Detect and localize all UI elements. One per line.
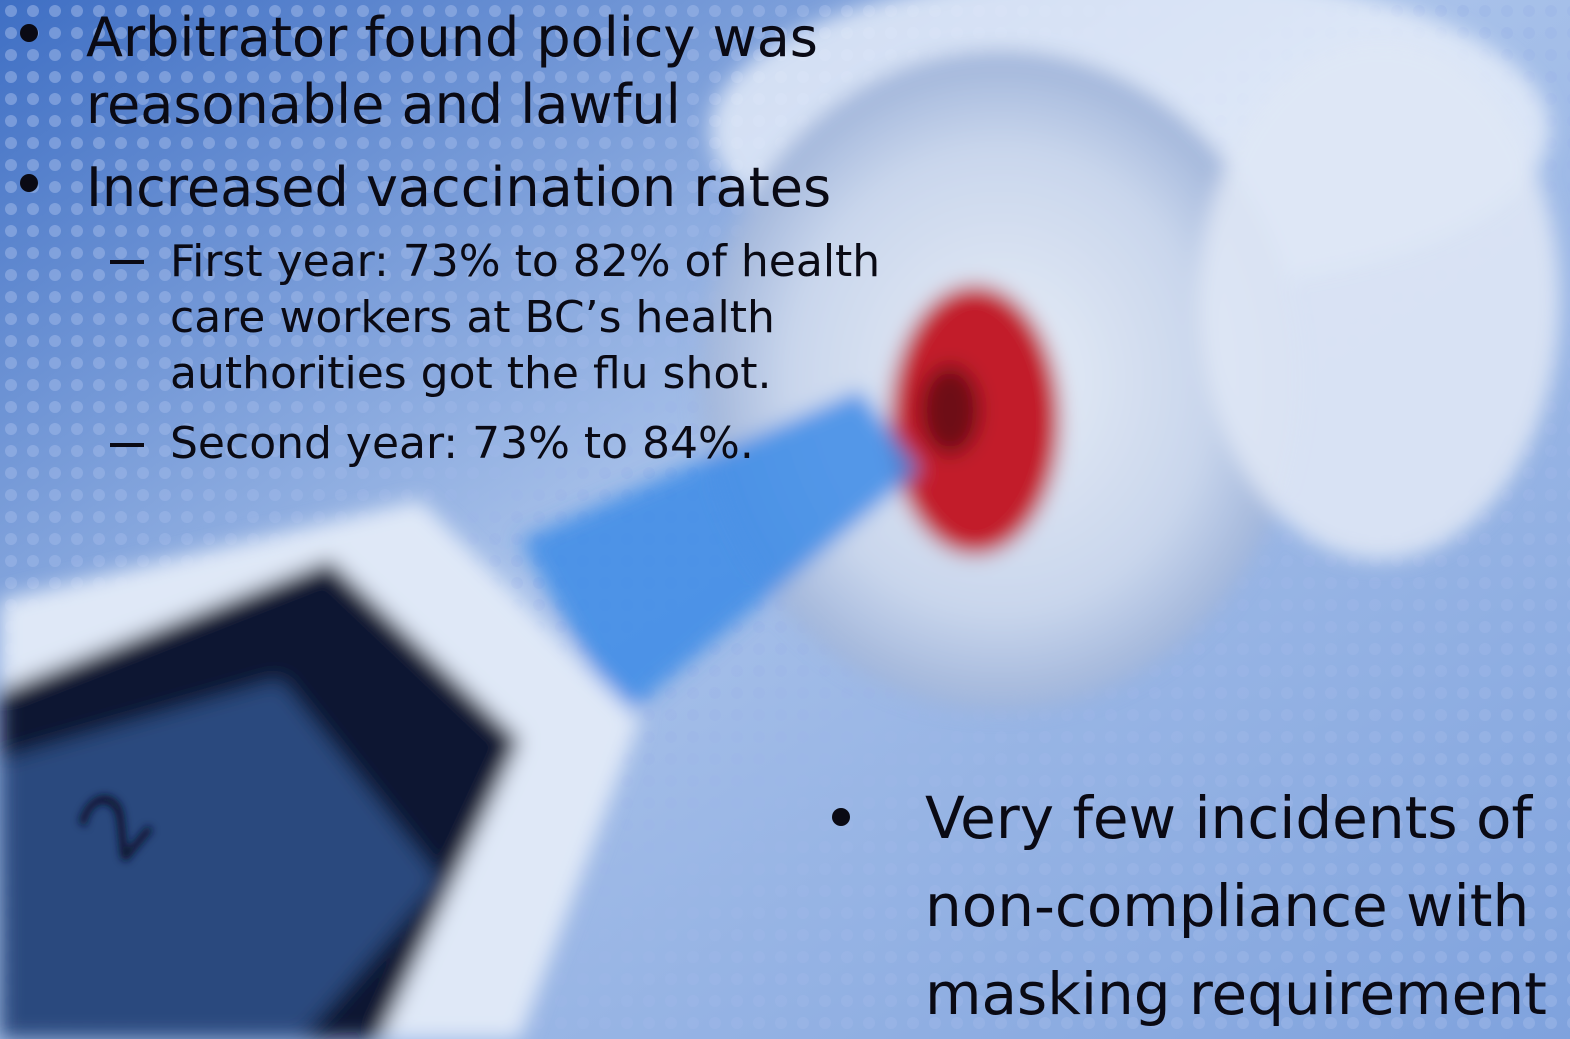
sub-bullet-dash bbox=[110, 260, 144, 264]
bullet bbox=[20, 24, 38, 42]
bullet bbox=[832, 808, 850, 826]
slide: 2 Arbitrator found policy was reasonable… bbox=[0, 0, 1570, 1039]
sub-bullet-dash bbox=[110, 443, 144, 447]
sub-bullet-text: First year: 73% to 82% of health care wo… bbox=[170, 234, 930, 402]
bullet-text: Increased vaccination rates bbox=[86, 154, 986, 221]
bullet bbox=[20, 174, 38, 192]
bullet-text: Very few incidents of non-compliance wit… bbox=[925, 774, 1565, 1038]
bullet-text: Arbitrator found policy was reasonable a… bbox=[86, 4, 886, 138]
sub-bullet-text: Second year: 73% to 84%. bbox=[170, 416, 930, 472]
